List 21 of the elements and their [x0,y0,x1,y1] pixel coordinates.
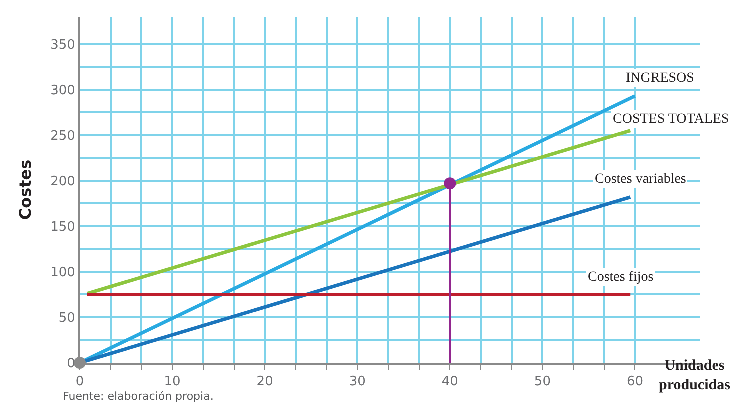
x-tick-label: 30 [349,374,366,390]
x-tick-label: 10 [164,374,181,390]
series-label: Costes variables [595,172,686,187]
x-tick-label: 50 [534,374,551,390]
y-tick-label: 50 [58,311,76,326]
y-tick-label: 0 [67,356,76,372]
y-axis-title: Costes [16,160,35,220]
x-axis-title: Unidades producidas [659,358,731,394]
y-tick-label: 150 [50,220,76,235]
y-tick-label: 350 [50,38,76,53]
y-tick-label: 100 [50,266,76,280]
source-note: Fuente: elaboración propia. [63,390,214,403]
x-tick-label: 20 [256,374,274,390]
series-label: INGRESOS [626,71,694,86]
x-tick-label: 60 [626,374,644,390]
y-tick-label: 250 [50,128,76,144]
y-tick-label: 200 [50,174,76,190]
y-tick-label: 300 [50,83,76,98]
series-label: COSTES TOTALES [613,112,730,127]
x-tick-label: 40 [442,374,458,390]
series-label: Costes fijos [588,270,654,285]
